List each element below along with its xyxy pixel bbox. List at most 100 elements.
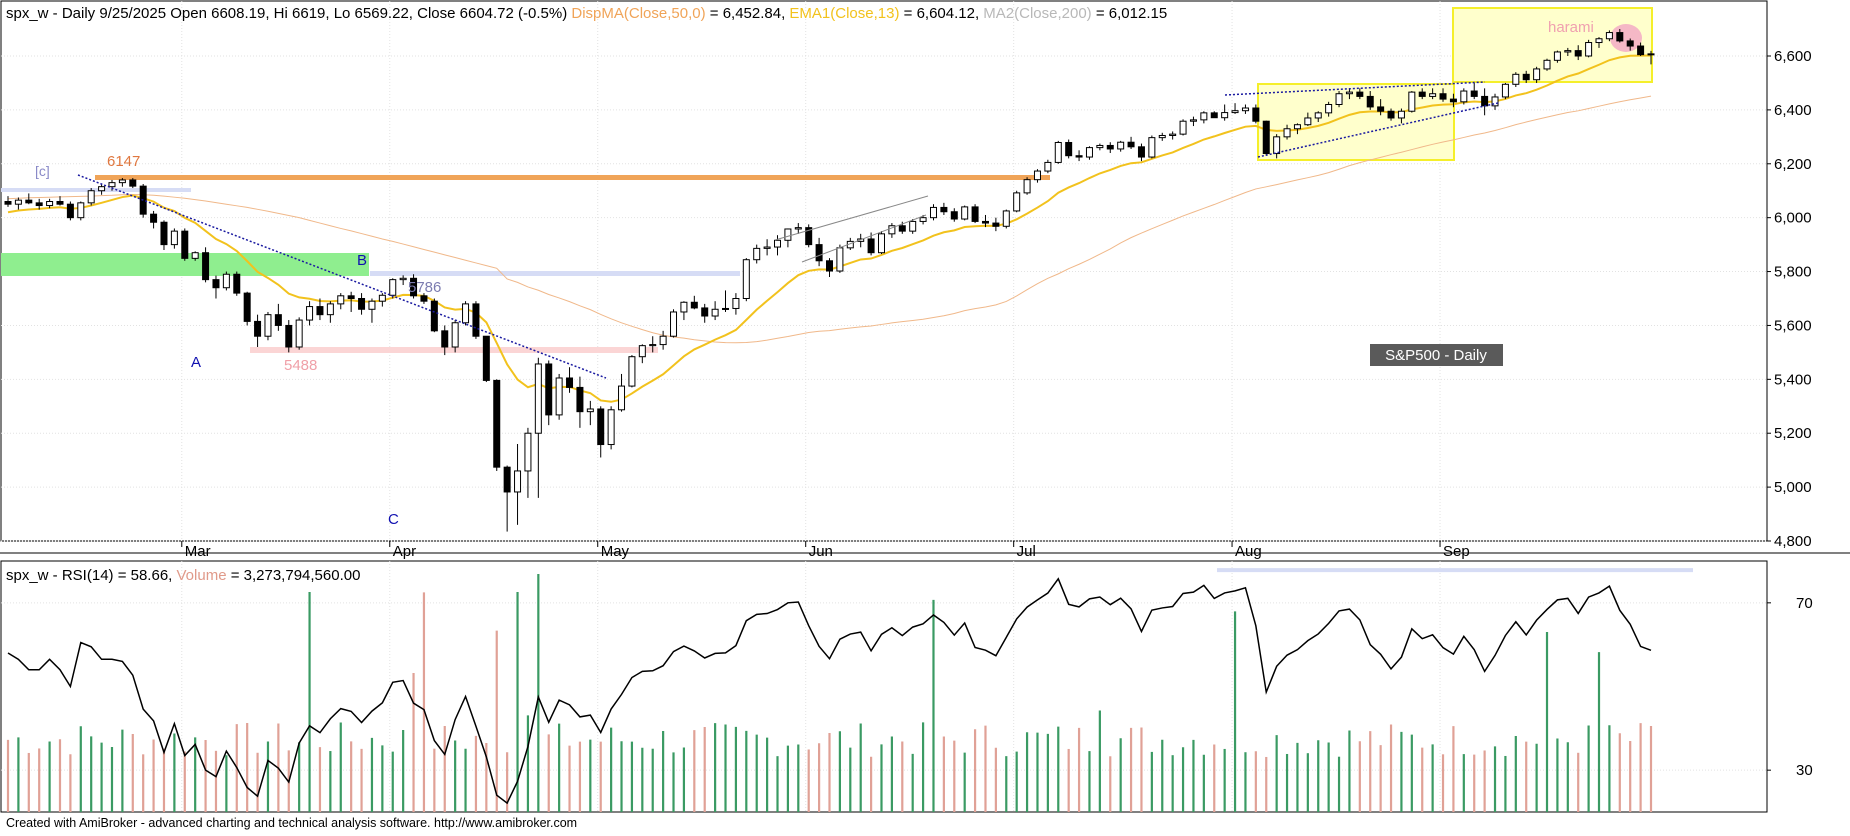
month-label: May	[601, 543, 630, 560]
candle-body	[981, 220, 989, 224]
candle	[888, 223, 896, 238]
candle-body	[1241, 107, 1249, 112]
candle	[306, 301, 314, 326]
candle-body	[1564, 50, 1572, 53]
candle-body	[971, 206, 979, 222]
candle	[1470, 82, 1478, 100]
axis-layer: 4,800 5,000 5,200 5,400 5,600 5,800 6,000 6,200…	[181, 48, 1813, 779]
candle-body	[160, 221, 168, 246]
candle	[56, 196, 64, 206]
candle-body	[1117, 141, 1125, 150]
rsi-level-bar	[1217, 568, 1693, 573]
candle	[410, 274, 418, 299]
candle	[441, 325, 449, 356]
candle	[1595, 37, 1603, 48]
candle-body	[1512, 73, 1520, 85]
lightblue-level-c	[1, 188, 191, 192]
candle	[742, 258, 750, 302]
candle	[1221, 104, 1229, 121]
candle-body	[1470, 90, 1478, 97]
candle	[607, 406, 615, 450]
candle	[586, 400, 594, 426]
candle	[877, 231, 885, 255]
candle-body	[1439, 93, 1447, 100]
candle-body	[628, 356, 636, 387]
candle-body	[462, 303, 470, 324]
candle-body	[929, 206, 937, 219]
candle-body	[295, 319, 303, 348]
candle-body	[763, 246, 771, 249]
rsi-tick-label: 70	[1796, 595, 1813, 612]
candle-body	[46, 201, 54, 207]
candle	[493, 379, 501, 471]
candle	[420, 293, 428, 304]
candle-body	[732, 298, 740, 309]
candle	[1106, 142, 1114, 153]
candle-body	[1013, 192, 1021, 212]
candle-body	[649, 344, 657, 347]
candle-body	[940, 206, 948, 213]
candle	[1189, 116, 1197, 127]
candle	[222, 271, 230, 291]
candle-body	[108, 182, 116, 188]
candle	[1605, 30, 1613, 42]
candle	[1512, 72, 1520, 87]
candle-body	[1210, 112, 1218, 119]
candle-body	[285, 324, 293, 348]
candle	[680, 301, 688, 321]
candle-body	[1345, 91, 1353, 95]
candle-body	[701, 307, 709, 317]
candle	[638, 344, 646, 364]
price-tick-label: 4,800	[1774, 533, 1812, 550]
candle-body	[233, 273, 241, 294]
candle	[181, 228, 189, 261]
month-label: Apr	[393, 543, 416, 560]
candle	[378, 293, 386, 307]
candle	[1241, 104, 1249, 114]
candle-body	[1408, 91, 1416, 112]
candle-body	[950, 211, 958, 220]
candle	[212, 275, 220, 299]
candle	[1637, 42, 1645, 56]
candle-body	[1252, 107, 1260, 122]
pink-level-5488	[250, 347, 658, 353]
candle	[337, 293, 345, 310]
candle	[1148, 135, 1156, 159]
month-label: Jun	[809, 543, 833, 560]
candle	[1553, 50, 1561, 63]
candle	[784, 228, 792, 248]
candle	[233, 271, 241, 296]
candle	[1085, 146, 1093, 160]
price-tick-label: 6,400	[1774, 102, 1812, 119]
candle-body	[1179, 120, 1187, 135]
candle	[1397, 108, 1405, 124]
candle-body	[1054, 141, 1062, 163]
candle-body	[1200, 112, 1208, 121]
candle	[1200, 111, 1208, 124]
candle-body	[545, 363, 553, 416]
candle	[524, 427, 532, 498]
level-label-6147: 6147	[107, 153, 140, 170]
candle	[711, 301, 719, 321]
candle-body	[25, 199, 33, 204]
candle-body	[690, 301, 698, 309]
candle	[774, 235, 782, 256]
candle-body	[1491, 96, 1499, 107]
candle	[399, 275, 407, 286]
candle-body	[410, 277, 418, 297]
candle	[150, 210, 158, 229]
candle-body	[826, 260, 833, 272]
price-tick-label: 5,800	[1774, 264, 1812, 281]
candle-body	[1169, 133, 1177, 136]
candle-body	[722, 307, 730, 310]
candle	[514, 444, 522, 525]
candle	[358, 293, 366, 315]
candle	[108, 179, 116, 191]
candle	[1616, 29, 1624, 43]
candle	[1283, 124, 1291, 140]
trendline-channel-bottom	[1257, 102, 1499, 158]
candle-body	[1553, 51, 1561, 61]
candle	[1252, 104, 1260, 124]
candle-body	[243, 292, 251, 322]
